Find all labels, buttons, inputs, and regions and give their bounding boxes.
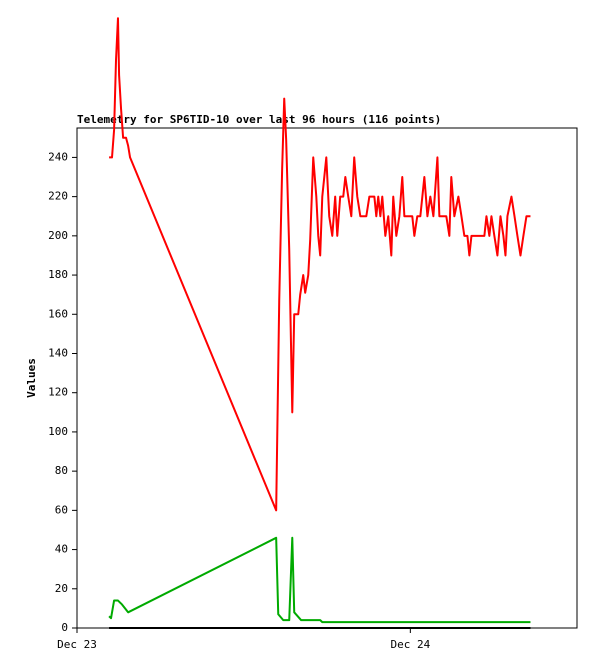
y-tick-label: 180 bbox=[48, 268, 68, 281]
y-tick-label: 100 bbox=[48, 425, 68, 438]
y-tick-label: 160 bbox=[48, 307, 68, 320]
x-tick-label: Dec 24 bbox=[390, 638, 430, 651]
y-tick-label: 120 bbox=[48, 386, 68, 399]
x-tick-label: Dec 23 bbox=[57, 638, 97, 651]
series-line bbox=[108, 536, 531, 624]
y-tick-label: 40 bbox=[55, 543, 68, 556]
y-axis-label: Values bbox=[25, 358, 38, 398]
y-tick-label: 60 bbox=[55, 503, 68, 516]
y-tick-label: 240 bbox=[48, 150, 68, 163]
y-tick-label: 80 bbox=[55, 464, 68, 477]
plot-frame bbox=[76, 127, 578, 629]
y-tick-label: 0 bbox=[61, 621, 68, 634]
y-tick-label: 220 bbox=[48, 190, 68, 203]
y-tick-label: 20 bbox=[55, 582, 68, 595]
y-tick-label: 200 bbox=[48, 229, 68, 242]
series-line bbox=[109, 17, 531, 512]
chart-title: Telemetry for SP6TID-10 over last 96 hou… bbox=[77, 113, 441, 126]
y-tick-label: 140 bbox=[48, 346, 68, 359]
